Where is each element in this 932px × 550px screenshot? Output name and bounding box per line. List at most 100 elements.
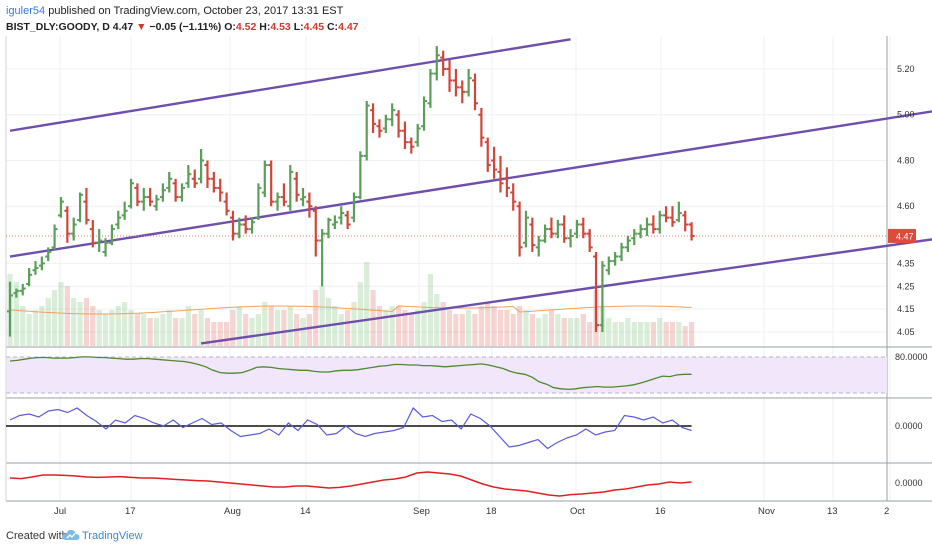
volume-bar [332, 306, 338, 346]
time-axis-label: Nov [758, 506, 775, 517]
volume-bar [497, 310, 504, 346]
volume-bar [612, 322, 618, 346]
volume-bar [402, 310, 408, 346]
channel-line [9, 38, 571, 132]
ohlc-bar [166, 171, 173, 193]
channel-line [9, 110, 932, 258]
ohlc-bar [567, 229, 574, 248]
chart-canvas: 5.20 5.00 4.80 4.60 4.35 4.25 4.15 4.05 4.47 80.0… [5, 36, 932, 517]
ohlc-bar [89, 219, 96, 248]
ohlc-bar [147, 187, 154, 207]
chart-header: iguler54 published on TradingView.com, O… [6, 3, 359, 37]
ohlc-bar [452, 69, 459, 97]
oscillator-1-value-label: 80.0000 [895, 352, 928, 362]
ohlc-bar [344, 210, 351, 230]
ohlc-bar [159, 183, 166, 202]
ohlc-bar [38, 256, 45, 271]
time-axis-label: 16 [655, 506, 666, 517]
price-tick-label: 5.00 [897, 110, 915, 120]
ohlc-bar [57, 197, 64, 218]
volume-bar [147, 318, 153, 346]
ohlc-bar [26, 267, 33, 287]
ohlc-bar [198, 149, 205, 184]
high-label: H: [259, 21, 271, 33]
volume-bar [682, 326, 688, 346]
volume-bar [434, 294, 440, 346]
time-axis-label: Jul [54, 506, 66, 517]
volume-bar [39, 306, 45, 346]
volume-bar [45, 298, 51, 346]
ohlc-bar [178, 183, 185, 202]
volume-bar [338, 314, 344, 346]
footer: Created with TradingView [0, 520, 932, 550]
ohlc-bar [274, 192, 281, 211]
ohlc-bar [306, 192, 313, 218]
volume-bar [306, 314, 312, 346]
ohlc-bar [300, 187, 307, 207]
ohlc-bar [77, 192, 84, 223]
ohlc-bar [395, 110, 402, 138]
volume-bar [262, 302, 268, 346]
volume-bar [179, 318, 185, 346]
ohlc-bar [472, 73, 479, 111]
price-value: 4.47 [112, 21, 134, 33]
close-value: 4.47 [338, 21, 359, 33]
open-label: O: [224, 21, 236, 33]
ohlc-bar [503, 167, 510, 198]
volume-bar [421, 302, 427, 346]
volume-bar [376, 306, 383, 346]
ohlc-bar [319, 229, 326, 287]
volume-bar [606, 318, 612, 346]
volume-bar [128, 310, 134, 346]
volume-bar [517, 306, 523, 346]
ohlc-bar [542, 224, 549, 243]
volume-bar [345, 310, 351, 346]
volume-bar [574, 318, 580, 346]
ohlc-bar [312, 206, 319, 257]
ohlc-bar [261, 160, 268, 198]
ohlc-bar [204, 160, 211, 188]
volume-bar [688, 322, 695, 346]
volume-bar [440, 302, 446, 346]
volume-bar [395, 306, 402, 346]
ohlc-bar [663, 206, 670, 223]
tradingview-cloud-icon [62, 529, 80, 540]
volume-bar [485, 302, 491, 346]
volume-bar [657, 318, 663, 346]
volume-bar [631, 322, 637, 346]
volume-bar [644, 322, 650, 346]
ohlc-bar [605, 256, 612, 275]
price-tick-label: 4.25 [897, 281, 915, 291]
volume-bar [325, 298, 332, 346]
ohlc-bar [223, 192, 230, 216]
time-axis-label: Sep [413, 506, 430, 517]
ohlc-bar [370, 103, 377, 134]
ohlc-bar [376, 119, 383, 138]
ohlc-bar [478, 107, 485, 147]
volume-bar [669, 322, 676, 346]
tradingview-brand-link[interactable]: TradingView [82, 530, 143, 542]
price-badge-bg [888, 228, 916, 243]
ohlc-bar [440, 50, 447, 76]
ohlc-bar [522, 210, 529, 248]
ohlc-bar [408, 137, 415, 154]
volume-bar [504, 310, 510, 346]
volume-bar [491, 306, 497, 346]
volume-bar [300, 318, 306, 346]
ohlc-bar [580, 217, 587, 239]
ohlc-bar [631, 229, 638, 246]
volume-bar [548, 310, 555, 346]
time-axis-label: 18 [486, 506, 497, 517]
ohlc-bar [446, 59, 453, 92]
ohlc-bar [612, 251, 619, 266]
high-value: 4.53 [270, 21, 291, 33]
ohlc-bar [217, 178, 224, 202]
grid [6, 36, 891, 501]
volume-bar [217, 322, 223, 346]
published-text: published on TradingView.com, October 23… [48, 5, 344, 17]
oscillator-2-line [9, 407, 692, 450]
ohlc-bar [357, 151, 364, 200]
volume-bar [561, 318, 567, 346]
volume-bar [58, 282, 64, 346]
author-link[interactable]: iguler54 [6, 5, 46, 17]
